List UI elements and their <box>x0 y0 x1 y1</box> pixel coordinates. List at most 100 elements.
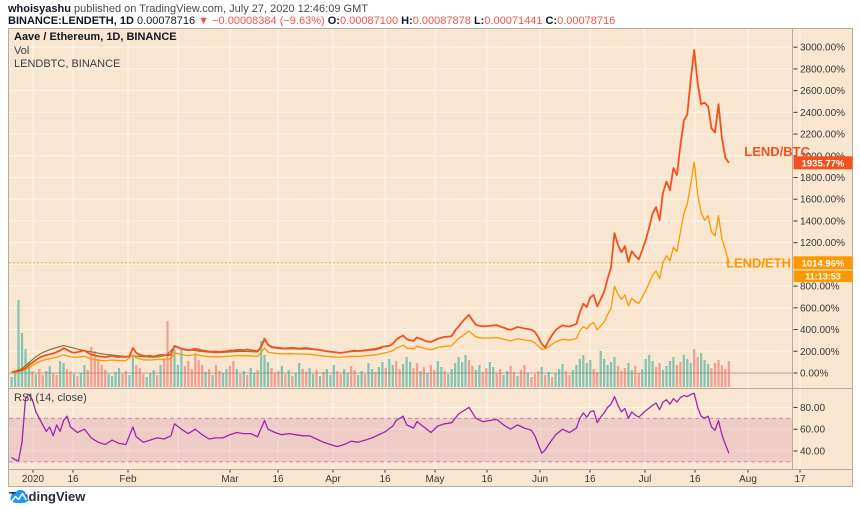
volume-bar <box>443 371 446 387</box>
high-label: H: <box>401 15 413 27</box>
volume-bar <box>648 355 651 387</box>
volume-bar <box>318 376 322 387</box>
price-axis-label: 1400.00% <box>800 216 845 227</box>
volume-bar <box>703 360 706 387</box>
volume-bar <box>93 351 96 387</box>
lendeth-series-label: LEND/ETH <box>726 256 791 271</box>
volume-bar <box>339 374 342 387</box>
price-axis-label: 2800.00% <box>800 64 845 75</box>
volume-bar <box>461 362 464 387</box>
price-axis[interactable] <box>793 28 853 469</box>
volume-bar <box>592 369 595 387</box>
volume-bar <box>630 370 633 387</box>
volume-bar <box>291 376 294 387</box>
chart-legend-volume[interactable]: Vol <box>14 45 30 57</box>
volume-bar <box>700 353 703 387</box>
volume-bar <box>426 373 429 387</box>
lendbtc-line <box>11 49 730 373</box>
lendeth-line <box>11 161 730 374</box>
volume-bar <box>169 353 173 387</box>
volume-bar <box>540 367 543 387</box>
time-axis-label: Jul <box>639 474 652 485</box>
volume-bar <box>308 368 311 387</box>
volume-bar <box>117 368 121 387</box>
main-pane[interactable] <box>9 29 792 388</box>
volume-bar <box>142 374 145 387</box>
volume-bar <box>305 372 308 387</box>
volume-bar <box>180 350 183 387</box>
time-axis[interactable] <box>8 469 853 487</box>
rsi-pane[interactable] <box>9 390 792 469</box>
volume-bar <box>599 351 602 387</box>
volume-bar <box>530 377 533 387</box>
volume-bar <box>221 373 225 387</box>
tradingview-branding[interactable]: TradingView <box>9 489 85 504</box>
volume-bar <box>62 363 65 387</box>
rsi-legend[interactable]: RSI (14, close) <box>14 392 87 404</box>
volume-bar <box>533 374 536 387</box>
time-axis-label: Feb <box>119 474 137 485</box>
volume-bar <box>613 357 616 387</box>
volume-bar <box>45 371 48 387</box>
volume-bar <box>111 376 114 387</box>
volume-bar <box>253 373 256 387</box>
volume-bar <box>724 369 727 387</box>
volume-bar <box>405 357 408 387</box>
byline: whoisyashu published on TradingView.com,… <box>8 3 368 15</box>
volume-bar <box>415 363 419 387</box>
countdown-badge-value: 11:13:53 <box>805 272 841 282</box>
volume-bar <box>20 333 24 387</box>
volume-bar <box>395 361 398 387</box>
volume-bar <box>471 366 474 387</box>
volume-bar <box>298 363 301 387</box>
volume-bar <box>609 362 613 387</box>
volume-bar <box>710 368 713 387</box>
volume-bar <box>263 355 266 387</box>
volume-bar <box>519 370 523 387</box>
volume-bar <box>76 376 79 387</box>
volume-bar <box>661 370 665 387</box>
volume-bar <box>422 367 425 387</box>
volume-bar <box>603 359 606 387</box>
volume-bar <box>474 370 477 387</box>
volume-bar <box>370 369 374 387</box>
volume-bar <box>627 363 630 387</box>
volume-bar <box>668 361 672 387</box>
byline-username: whoisyashu <box>8 3 71 15</box>
chart-legend-symbol[interactable]: Aave / Ethereum, 1D, BINANCE <box>14 31 177 43</box>
volume-bar <box>440 367 443 387</box>
volume-bar <box>516 376 519 387</box>
volume-bar <box>270 368 273 387</box>
volume-bar <box>596 372 599 387</box>
time-axis-label: Apr <box>325 474 341 485</box>
volume-bar <box>156 375 159 387</box>
volume-bar <box>135 365 138 387</box>
price-axis-label: 1800.00% <box>800 173 845 184</box>
symbol-info-bar: BINANCE:LENDETH, 1D 0.00078716 ▼ −0.0000… <box>8 15 615 27</box>
volume-bar <box>526 373 529 387</box>
volume-bar <box>107 374 110 387</box>
lendbtc-series-label: LEND/BTC <box>744 144 810 159</box>
volume-bar <box>651 361 654 387</box>
volume-bar <box>367 363 370 387</box>
time-axis-label: 16 <box>272 474 284 485</box>
volume-bar <box>675 365 678 387</box>
volume-bar <box>727 361 730 387</box>
volume-bar <box>41 375 44 387</box>
chart-legend-compare[interactable]: LENDBTC, BINANCE <box>14 58 121 70</box>
lendbtc-price-badge-value: 1935.77% <box>802 158 845 169</box>
volume-bar <box>294 373 297 387</box>
volume-bar <box>332 365 335 387</box>
volume-bar <box>17 300 20 387</box>
open-label: O: <box>327 15 340 27</box>
volume-bar <box>436 361 439 387</box>
price-axis-label: 400.00% <box>800 325 840 336</box>
volume-bar <box>183 366 186 387</box>
volume-bar <box>322 372 325 387</box>
low-label: L: <box>473 15 485 27</box>
close-label: C: <box>545 15 558 27</box>
volume-bar <box>360 371 363 387</box>
volume-bar <box>686 359 689 387</box>
volume-bar <box>232 361 235 387</box>
volume-bar <box>280 366 283 387</box>
